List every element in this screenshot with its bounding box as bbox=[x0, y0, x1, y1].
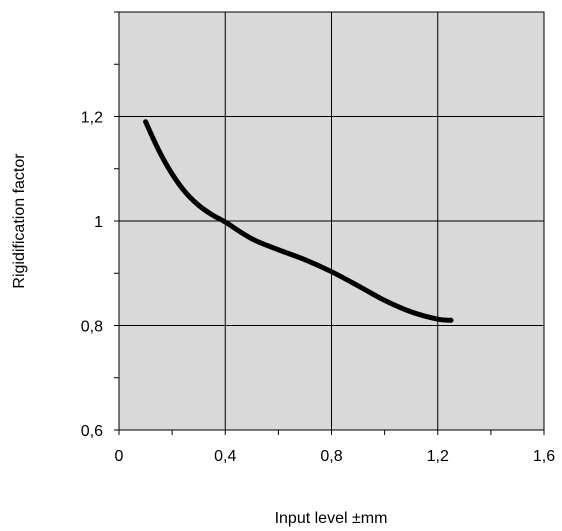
y-tick-label: 1,2 bbox=[81, 110, 103, 127]
x-tick-label: 1,6 bbox=[533, 448, 555, 465]
series-line bbox=[143, 119, 454, 323]
x-axis-title: Input level ±mm bbox=[275, 510, 388, 527]
y-tick-label: 0,6 bbox=[81, 423, 103, 440]
x-tick-label: 0,8 bbox=[320, 448, 342, 465]
y-axis-title: Rigidification factor bbox=[11, 153, 28, 289]
grid-lines bbox=[119, 12, 544, 430]
x-axis-tick-labels: 0 0,4 0,8 1,2 1,6 bbox=[115, 448, 556, 465]
y-axis-tick-labels: 0,6 0,8 1 1,2 bbox=[81, 110, 103, 441]
x-tick-label: 1,2 bbox=[427, 448, 449, 465]
x-tick-label: 0 bbox=[115, 448, 124, 465]
x-tick-label: 0,4 bbox=[214, 448, 236, 465]
y-tick-label: 0,8 bbox=[81, 319, 103, 336]
y-tick-label: 1 bbox=[94, 214, 103, 231]
axis-ticks bbox=[114, 11, 545, 435]
